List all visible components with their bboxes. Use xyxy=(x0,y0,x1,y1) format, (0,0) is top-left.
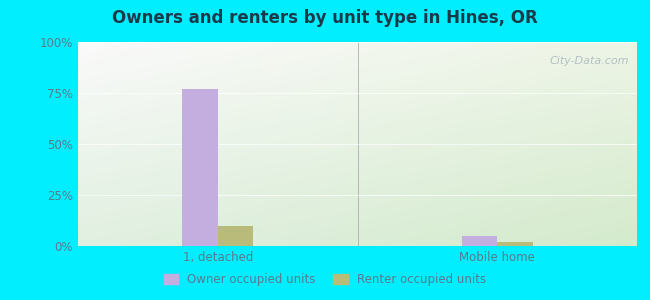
Bar xyxy=(183,89,218,246)
Bar xyxy=(462,236,497,246)
Bar xyxy=(218,226,253,246)
Text: City-Data.com: City-Data.com xyxy=(549,56,629,66)
Text: Owners and renters by unit type in Hines, OR: Owners and renters by unit type in Hines… xyxy=(112,9,538,27)
Bar xyxy=(497,242,532,246)
Legend: Owner occupied units, Renter occupied units: Owner occupied units, Renter occupied un… xyxy=(159,269,491,291)
